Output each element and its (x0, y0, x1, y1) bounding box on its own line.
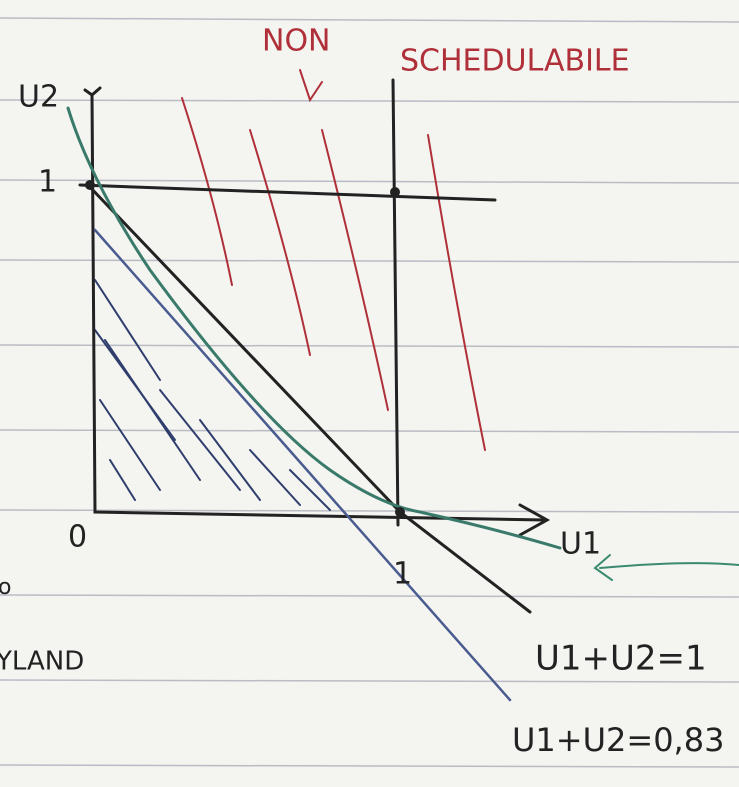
non-label: NON (262, 24, 331, 59)
page: NON SCHEDULABILE U2 1 0 1 U1 U1+U2=1 U1+… (0, 0, 739, 787)
line-label: U1+U2=0,83 (512, 721, 724, 759)
point (390, 187, 400, 197)
x-axis-label: U1 (560, 527, 601, 562)
y-tick-label: 1 (38, 165, 57, 200)
point (395, 507, 405, 517)
notes: NON SCHEDULABILE U2 1 0 1 U1 U1+U2=1 U1+… (0, 0, 739, 787)
margin-text: o (0, 575, 11, 600)
margin-text: YLAND (0, 647, 84, 677)
point (85, 180, 95, 190)
y-axis-label: U2 (18, 80, 59, 115)
x-tick-label: 1 (393, 557, 412, 592)
line-label: U1+U2=1 (535, 639, 707, 679)
schedulabile-label: SCHEDULABILE (400, 44, 630, 79)
origin-label: 0 (68, 520, 87, 555)
